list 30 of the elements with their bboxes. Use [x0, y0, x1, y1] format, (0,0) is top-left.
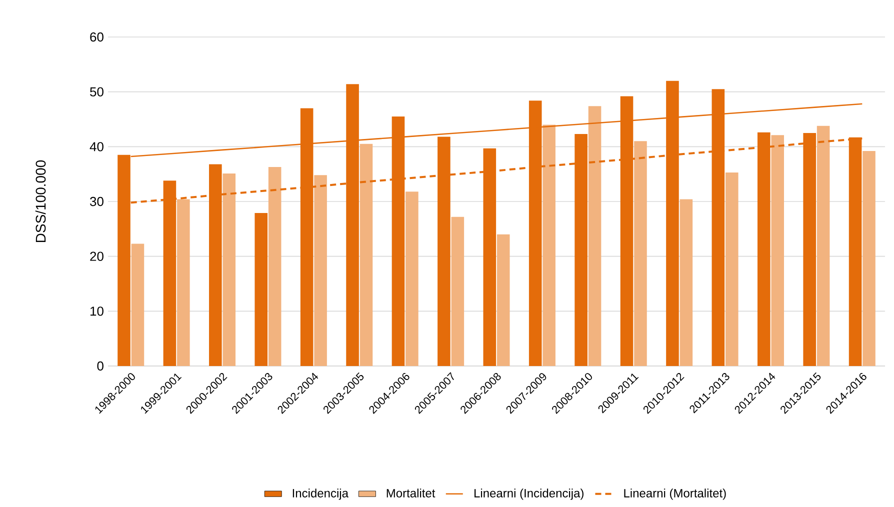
bar: [725, 172, 738, 366]
bar: [542, 124, 556, 366]
bar: [771, 135, 784, 366]
bar: [131, 244, 144, 366]
bar: [314, 175, 327, 366]
legend-label: Linearni (Incidencija): [474, 488, 584, 500]
y-tick-label: 60: [90, 32, 104, 42]
y-axis-title: DSS/100.000: [35, 160, 46, 242]
bar: [254, 213, 268, 366]
y-tick-label: 10: [90, 306, 104, 316]
bar: [406, 192, 418, 366]
legend-label: Incidencija: [292, 488, 348, 500]
bar: [862, 151, 876, 366]
y-tick-label: 50: [90, 87, 104, 96]
legend-label: Mortalitet: [386, 488, 436, 498]
y-tick-label: 20: [90, 252, 104, 261]
bar: [816, 126, 830, 366]
bar: [177, 199, 190, 366]
bar: [680, 199, 693, 366]
bar: [588, 106, 602, 366]
y-tick-label: 40: [90, 142, 104, 152]
bar: [268, 166, 282, 366]
bar: [451, 216, 464, 366]
legend-label: Linearni (Mortalitet): [624, 488, 726, 500]
bar: [634, 141, 647, 366]
bar: [360, 144, 373, 366]
y-tick-label: 0: [97, 361, 104, 371]
y-tick-label: 30: [90, 196, 104, 206]
bar: [222, 174, 236, 366]
bar: [496, 234, 510, 366]
